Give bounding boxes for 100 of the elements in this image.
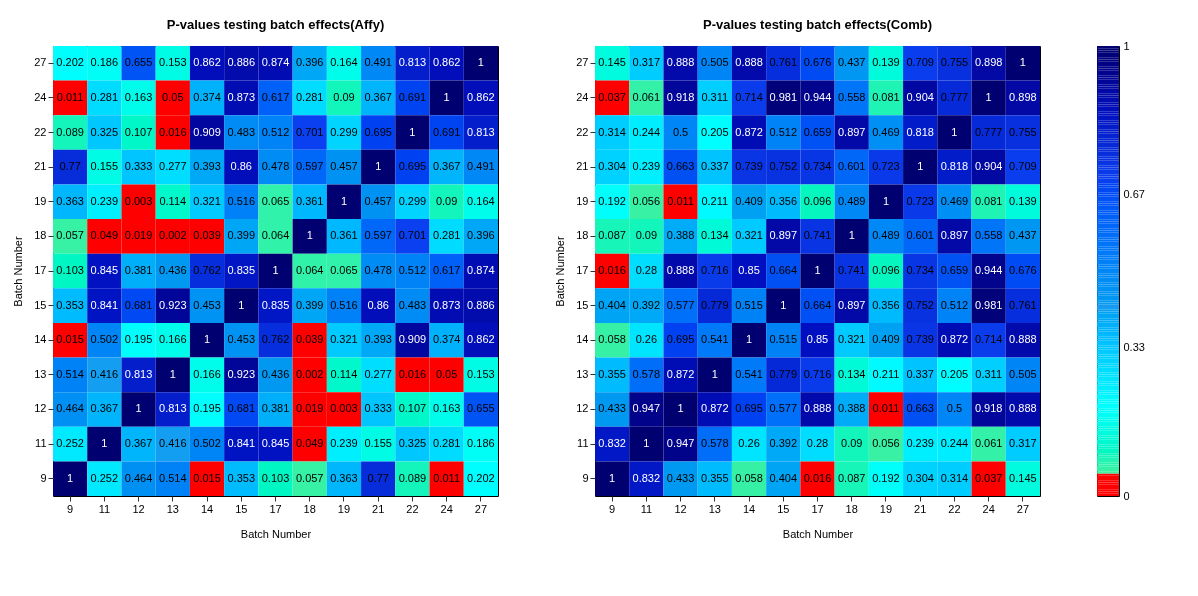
data-label: 0.037 <box>598 90 626 103</box>
data-label: 0.436 <box>159 264 187 276</box>
data-label: 0.835 <box>227 264 256 276</box>
x-tick-label: 14 <box>742 502 756 515</box>
data-label: 0.888 <box>666 264 695 276</box>
data-label: 0.409 <box>735 194 763 207</box>
data-label: 0.003 <box>330 402 358 415</box>
data-label: 0.502 <box>193 437 221 450</box>
data-label: 0.923 <box>159 298 187 311</box>
data-label: 0.353 <box>56 298 84 311</box>
data-label: 0.416 <box>90 367 119 380</box>
data-label: 0.813 <box>159 402 187 415</box>
y-tick-label: 19 <box>34 194 47 207</box>
data-label: 0.065 <box>330 264 358 276</box>
data-label: 0.016 <box>598 264 626 276</box>
data-label: 0.325 <box>398 437 427 450</box>
data-label: 0.695 <box>364 125 392 138</box>
data-label: 0.813 <box>124 367 153 380</box>
data-label: 0.252 <box>90 471 119 484</box>
data-label: 0.374 <box>432 333 461 346</box>
data-label: 0.655 <box>467 402 495 415</box>
data-label: 0.016 <box>398 367 427 380</box>
data-label: 0.888 <box>1009 402 1037 415</box>
x-tick-label: 19 <box>879 502 893 515</box>
data-label: 0.011 <box>667 194 694 207</box>
data-label: 0.399 <box>227 229 256 242</box>
data-label: 0.437 <box>837 56 866 69</box>
data-label: 0.874 <box>261 56 290 69</box>
data-label: 0.872 <box>940 333 969 346</box>
data-label: 0.77 <box>367 471 389 484</box>
x-tick-label: 12 <box>132 502 145 515</box>
data-label: 0.409 <box>872 333 900 346</box>
data-label: 0.333 <box>124 160 153 173</box>
color-bar-label: 0 <box>1123 489 1130 502</box>
data-label: 0.944 <box>803 90 832 103</box>
data-label: 0.695 <box>666 333 695 346</box>
y-axis-title: Batch Number <box>12 236 25 307</box>
data-label: 0.367 <box>432 160 461 173</box>
data-label: 0.755 <box>940 56 969 69</box>
data-label: 0.056 <box>872 437 900 450</box>
y-tick-label: 13 <box>576 367 589 380</box>
data-label: 0.134 <box>837 367 866 380</box>
data-label: 0.087 <box>598 229 626 242</box>
data-label: 0.457 <box>364 194 392 207</box>
data-label: 0.061 <box>632 90 661 103</box>
y-tick-label: 24 <box>576 90 589 103</box>
data-label: 0.003 <box>124 194 153 207</box>
data-label: 0.723 <box>906 194 934 207</box>
data-label: 0.888 <box>666 56 695 69</box>
data-label: 1 <box>917 160 924 173</box>
data-label: 0.862 <box>467 90 495 103</box>
data-label: 0.777 <box>974 125 1003 138</box>
x-tick-label: 27 <box>474 502 488 515</box>
data-label: 1 <box>1019 56 1026 69</box>
data-label: 0.601 <box>906 229 934 242</box>
data-label: 0.777 <box>940 90 969 103</box>
data-label: 0.393 <box>193 160 221 173</box>
chart-title: P-values testing batch effects(Affy) <box>166 17 385 32</box>
data-label: 0.049 <box>90 229 119 242</box>
data-label: 0.281 <box>90 90 119 103</box>
data-label: 0.337 <box>906 367 934 380</box>
data-label: 0.114 <box>330 367 358 380</box>
data-label: 0.516 <box>330 298 358 311</box>
data-label: 0.489 <box>872 229 900 242</box>
data-label: 0.739 <box>906 333 934 346</box>
data-label: 0.512 <box>398 264 427 276</box>
x-tick-label: 27 <box>1016 502 1030 515</box>
data-label: 1 <box>340 194 348 207</box>
data-label: 1 <box>306 229 313 242</box>
data-label: 0.114 <box>159 194 187 207</box>
data-label: 0.659 <box>940 264 969 276</box>
data-label: 0.779 <box>769 367 798 380</box>
data-label: 0.478 <box>364 264 392 276</box>
x-tick-label: 19 <box>337 502 351 515</box>
data-label: 0.064 <box>261 229 290 242</box>
data-label: 0.09 <box>435 194 458 207</box>
data-label: 0.577 <box>769 402 798 415</box>
data-label: 0.835 <box>261 298 290 311</box>
data-label: 1 <box>780 298 787 311</box>
data-label: 0.597 <box>295 160 324 173</box>
data-label: 0.5 <box>672 125 689 138</box>
data-label: 1 <box>67 471 74 484</box>
data-label: 0.505 <box>1009 367 1037 380</box>
data-label: 0.897 <box>837 298 866 311</box>
x-tick-label: 11 <box>98 502 111 515</box>
data-label: 0.205 <box>701 125 729 138</box>
data-label: 0.103 <box>56 264 84 276</box>
x-tick-label: 22 <box>406 502 419 515</box>
data-label: 0.514 <box>56 367 84 380</box>
x-tick-label: 22 <box>948 502 961 515</box>
data-label: 0.064 <box>295 264 324 276</box>
data-label: 0.381 <box>261 402 290 415</box>
data-label: 0.85 <box>738 264 760 276</box>
y-tick-label: 9 <box>40 471 47 484</box>
data-label: 0.058 <box>598 333 626 346</box>
data-label: 0.701 <box>295 125 324 138</box>
data-label: 0.681 <box>227 402 256 415</box>
y-tick-label: 22 <box>34 125 47 138</box>
y-tick-label: 15 <box>576 298 589 311</box>
data-label: 0.002 <box>295 367 324 380</box>
